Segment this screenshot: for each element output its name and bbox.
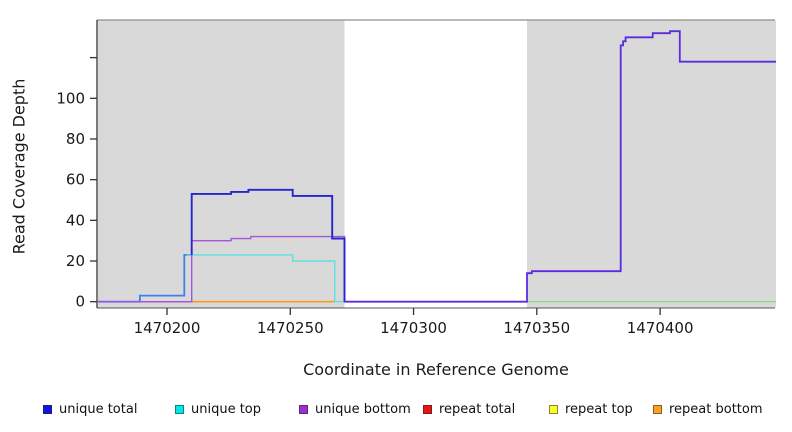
legend-label: repeat top [565, 401, 633, 417]
x-axis-title: Coordinate in Reference Genome [303, 360, 569, 379]
x-tick-label: 1470200 [134, 319, 201, 337]
y-tick-label: 40 [66, 211, 85, 229]
y-axis-title: Read Coverage Depth [9, 78, 29, 255]
legend-label: unique top [191, 401, 262, 417]
legend-swatch-icon [423, 404, 432, 414]
y-tick-label: 20 [66, 252, 85, 270]
legend-item-repeat-total: repeat total [423, 400, 515, 418]
legend-label: repeat bottom [669, 401, 763, 417]
x-tick-label: 1470300 [380, 319, 447, 337]
x-tick-label: 1470250 [257, 319, 324, 337]
chart-legend: unique total unique top unique bottom repea… [0, 400, 792, 422]
legend-swatch-icon [549, 404, 558, 414]
legend-swatch-icon [299, 404, 308, 414]
unique-overlap-right-trace [344, 30, 776, 303]
y-tick-label: 60 [66, 171, 85, 189]
y-tick-label: 0 [75, 293, 85, 311]
unique-top-line-trace [186, 254, 345, 303]
y-tick-label: 100 [56, 89, 85, 107]
unique-total-line-trace [190, 188, 346, 302]
legend-label: unique total [59, 401, 138, 417]
legend-item-repeat-bottom: repeat bottom [653, 400, 763, 418]
legend-label: repeat total [439, 401, 516, 417]
legend-item-unique-top: unique top [175, 400, 261, 418]
x-tick-label: 1470350 [503, 319, 570, 337]
x-tick-label: 1470400 [627, 319, 694, 337]
legend-label: unique bottom [315, 401, 411, 417]
left-gray-region [97, 20, 345, 308]
y-tick-label: 80 [66, 130, 85, 148]
legend-swatch-icon [43, 404, 52, 414]
legend-item-repeat-top: repeat top [549, 400, 633, 418]
legend-item-unique-bottom: unique bottom [299, 400, 411, 418]
legend-item-unique-total: unique total [43, 400, 137, 418]
right-gray-region [526, 20, 776, 308]
legend-swatch-icon [653, 404, 662, 414]
legend-swatch-icon [175, 404, 184, 414]
